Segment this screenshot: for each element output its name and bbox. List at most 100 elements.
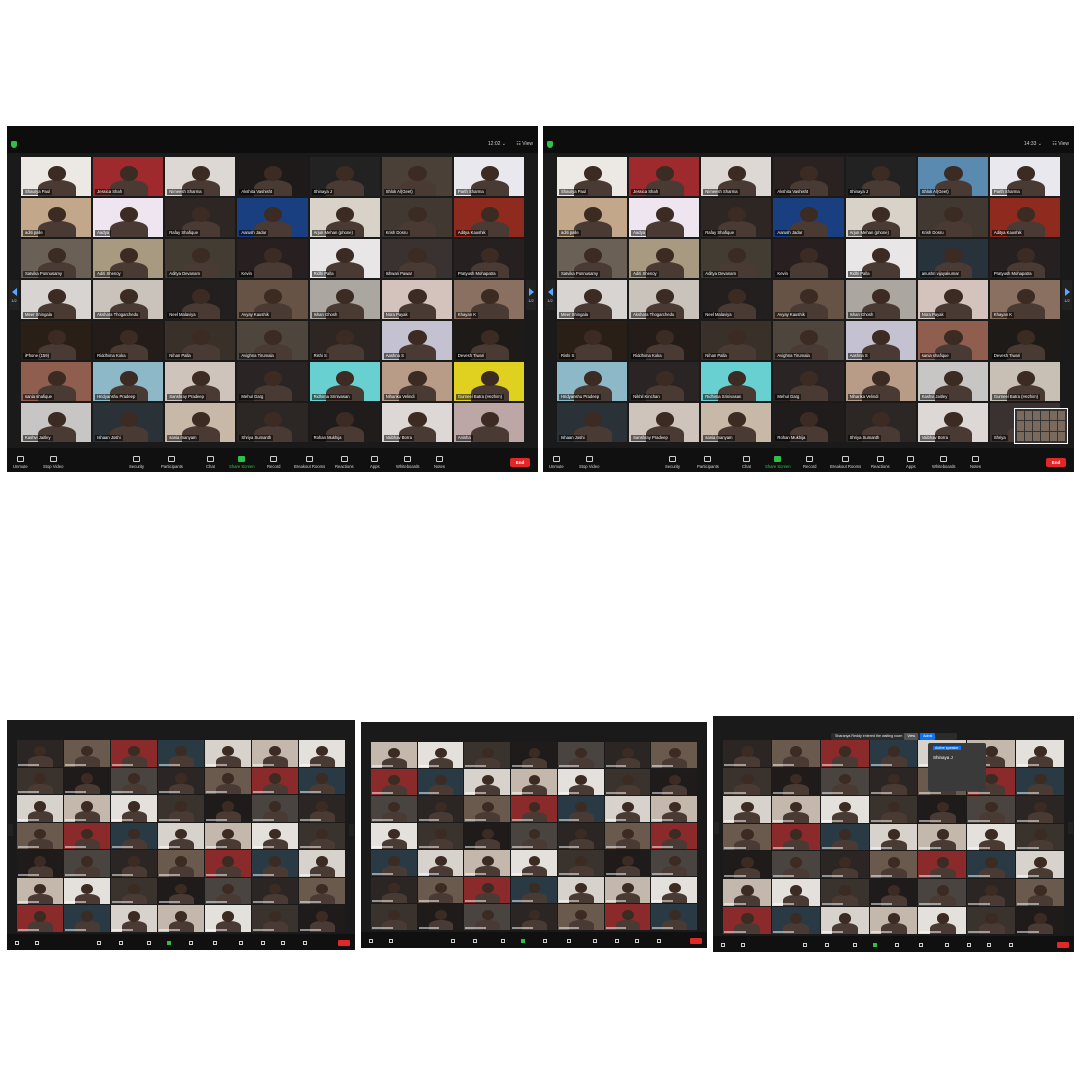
prev-page-button[interactable] [714, 822, 719, 834]
participant-tile[interactable] [1016, 824, 1064, 851]
end-button[interactable] [338, 940, 350, 946]
participant-tile[interactable]: Aadya [93, 198, 163, 237]
participant-tile[interactable]: Aditya Kaushik [454, 198, 524, 237]
participant-tile[interactable]: Shlok Al(Geet) [382, 157, 452, 196]
participant-tile[interactable]: iPhone (159) [21, 321, 91, 360]
record-icon[interactable] [895, 943, 899, 947]
participant-tile[interactable] [870, 907, 918, 934]
participant-tile[interactable] [64, 768, 110, 795]
participant-tile[interactable]: Hridyanshu Pradeep [93, 362, 163, 401]
participant-tile[interactable] [605, 823, 651, 849]
shield-icon[interactable] [547, 141, 553, 148]
participant-tile[interactable]: Sanshray Pradeep [165, 362, 235, 401]
participant-tile[interactable] [723, 796, 771, 823]
breakout-rooms-button[interactable]: Breakout Rooms [830, 456, 861, 469]
breakout-rooms-button[interactable]: Breakout Rooms [294, 456, 325, 469]
participant-tile[interactable] [111, 795, 157, 822]
participant-tile[interactable] [723, 879, 771, 906]
participant-tile[interactable] [870, 824, 918, 851]
participant-tile[interactable]: Mehul Garg [237, 362, 307, 401]
participant-tile[interactable]: Akshara Thogarchedu [93, 280, 163, 319]
participant-tile[interactable] [651, 823, 697, 849]
participant-tile[interactable] [158, 768, 204, 795]
apps-icon[interactable] [261, 941, 265, 945]
participant-tile[interactable]: sania manyam [165, 403, 235, 442]
participant-tile[interactable]: Akshita Vashisht [237, 157, 307, 196]
participant-tile[interactable] [558, 904, 604, 930]
prev-page-button[interactable] [8, 824, 13, 836]
participant-tile[interactable]: Devesh Tiwari [990, 321, 1060, 360]
participant-tile[interactable] [252, 850, 298, 877]
record-button[interactable]: Record [803, 456, 817, 469]
participant-tile[interactable] [870, 740, 918, 767]
participant-tile[interactable] [371, 769, 417, 795]
prev-page-button[interactable]: 1/2 [545, 280, 555, 310]
participant-tile[interactable] [299, 768, 345, 795]
participant-tile[interactable] [772, 740, 820, 767]
speaker-popup[interactable]: Active speaker Shinaya J [928, 743, 986, 791]
participant-tile[interactable]: Rafay Shafique [165, 198, 235, 237]
security-button[interactable]: Security [129, 456, 144, 469]
participant-tile[interactable] [870, 879, 918, 906]
participant-tile[interactable]: Krish Dosru [918, 198, 988, 237]
share-screen-icon[interactable] [521, 939, 525, 943]
participants-button[interactable]: Participants [697, 456, 719, 469]
share-screen-button[interactable]: Share Screen [765, 456, 791, 469]
participant-tile[interactable]: sania shafique [21, 362, 91, 401]
participant-tile[interactable] [967, 851, 1015, 878]
participant-tile[interactable]: Niharika Velindi [846, 362, 916, 401]
participant-tile[interactable]: Aashna S [382, 321, 452, 360]
participant-tile[interactable]: Khayan K [990, 280, 1060, 319]
apps-button[interactable]: Apps [906, 456, 916, 469]
participant-tile[interactable] [558, 769, 604, 795]
participant-tile[interactable]: Aarush Jadar [237, 198, 307, 237]
chat-icon[interactable] [501, 939, 505, 943]
participant-tile[interactable]: Gurneel Batra (Hezhim) [990, 362, 1060, 401]
notes-button[interactable]: Notes [970, 456, 981, 469]
notes-icon[interactable] [303, 941, 307, 945]
participant-tile[interactable] [158, 905, 204, 932]
participant-tile[interactable]: Aditya Devanam [701, 239, 771, 278]
whiteboards-button[interactable]: Whiteboards [396, 456, 420, 469]
participant-tile[interactable]: Ridhima Srinivasan [310, 362, 380, 401]
end-button[interactable] [1057, 942, 1069, 948]
participant-tile[interactable] [511, 850, 557, 876]
participant-tile[interactable]: Devesh Tiwari [454, 321, 524, 360]
participant-tile[interactable]: Sanshray Pradeep [629, 403, 699, 442]
participant-tile[interactable]: Aditi Shenoy [93, 239, 163, 278]
participant-tile[interactable]: Nihan Palla [165, 321, 235, 360]
breakout-icon[interactable] [919, 943, 923, 947]
participant-tile[interactable] [464, 850, 510, 876]
participant-tile[interactable] [967, 796, 1015, 823]
participant-tile[interactable] [558, 823, 604, 849]
participant-tile[interactable]: Jessica Shah [93, 157, 163, 196]
participant-tile[interactable]: Shaurya Paul [557, 157, 627, 196]
participant-tile[interactable] [511, 904, 557, 930]
participant-tile[interactable]: aditi palle [557, 198, 627, 237]
participant-tile[interactable]: Satvika Ponnusamy [557, 239, 627, 278]
security-button[interactable]: Security [665, 456, 680, 469]
participant-tile[interactable] [821, 851, 869, 878]
participant-tile[interactable]: Neel Malaviya [701, 280, 771, 319]
participant-tile[interactable] [64, 740, 110, 767]
participant-tile[interactable] [299, 878, 345, 905]
people-icon[interactable] [825, 943, 829, 947]
participant-tile[interactable] [158, 740, 204, 767]
participant-tile[interactable]: Anisha [454, 403, 524, 442]
breakout-icon[interactable] [213, 941, 217, 945]
screen-share-thumbnail[interactable] [1014, 408, 1068, 444]
participant-tile[interactable]: Ishan Ghosh [846, 280, 916, 319]
participant-tile[interactable] [558, 877, 604, 903]
participant-tile[interactable]: Niharika Velindi [382, 362, 452, 401]
participant-tile[interactable]: Ishan Ghosh [310, 280, 380, 319]
participant-tile[interactable] [158, 878, 204, 905]
participant-tile[interactable]: Nora Payak [918, 280, 988, 319]
share-screen-icon[interactable] [167, 941, 171, 945]
participant-tile[interactable] [464, 769, 510, 795]
participant-tile[interactable] [299, 795, 345, 822]
shield-icon[interactable] [803, 943, 807, 947]
view-button[interactable]: ☷ View [516, 141, 533, 147]
participant-tile[interactable] [17, 740, 63, 767]
participant-tile[interactable] [511, 877, 557, 903]
participant-tile[interactable] [64, 878, 110, 905]
